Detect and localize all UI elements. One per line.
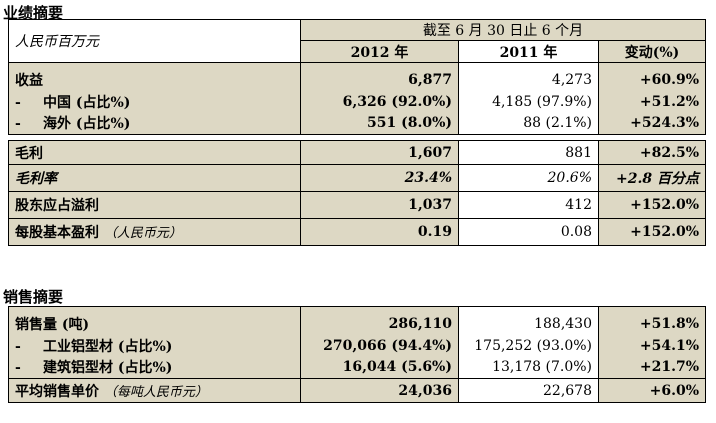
value-2012: 0.19	[300, 218, 459, 246]
row-label: - 中国 (占比%)	[8, 90, 301, 113]
table-row: 销售量 (吨) 286,110 188,430 +51.8%	[8, 312, 706, 335]
row-label-text: 海外 (占比%)	[43, 116, 131, 133]
value-change: +54.1%	[598, 334, 706, 357]
value-2012: 551 (8.0%)	[300, 112, 459, 135]
table-row: 收益 6,877 4,273 +60.9%	[8, 68, 706, 91]
table-row: 股东应占溢利 1,037 412 +152.0%	[8, 191, 706, 219]
value-change: +152.0%	[598, 191, 706, 219]
table-row: 毛利率 23.4% 20.6% +2.8 百分点	[8, 164, 706, 192]
row-label-text: 建筑铝型材 (占比%)	[43, 360, 173, 377]
row-label-text: 每股基本盈利	[15, 225, 99, 241]
value-2012: 286,110	[300, 312, 459, 335]
value-change: +60.9%	[598, 68, 706, 91]
row-label: 平均销售单价 （每吨人民币元）	[8, 378, 301, 403]
sales-title: 销售摘要	[3, 288, 64, 306]
row-label: 股东应占溢利	[8, 191, 301, 219]
col-header-change: 变动(%)	[598, 40, 706, 63]
row-prefix: -	[15, 116, 21, 133]
row-label: - 建筑铝型材 (占比%)	[8, 356, 301, 379]
summary-title: 业绩摘要	[3, 4, 64, 22]
row-label: 毛利率	[8, 164, 301, 192]
value-2011: 188,430	[458, 312, 599, 335]
table-row: 毛利 1,607 881 +82.5%	[8, 140, 706, 165]
value-change: +82.5%	[598, 140, 706, 165]
row-label: 销售量 (吨)	[8, 312, 301, 335]
value-2012: 24,036	[300, 378, 459, 403]
value-2012: 16,044 (5.6%)	[300, 356, 459, 379]
value-2012: 6,877	[300, 68, 459, 91]
row-label-text: 平均销售单价	[15, 383, 99, 400]
value-change: +21.7%	[598, 356, 706, 379]
table-row: 平均销售单价 （每吨人民币元） 24,036 22,678 +6.0%	[8, 378, 706, 403]
sales-summary-table: 销售量 (吨) 286,110 188,430 +51.8% - 工业铝型材 (占…	[8, 306, 706, 403]
row-unit-note: （每吨人民币元）	[103, 384, 208, 400]
table-row: - 建筑铝型材 (占比%) 16,044 (5.6%) 13,178 (7.0%)…	[8, 356, 706, 379]
value-2011: 88 (2.1%)	[458, 112, 599, 135]
value-2011: 0.08	[458, 218, 599, 246]
value-change: +51.8%	[598, 312, 706, 335]
row-label: 每股基本盈利 （人民币元）	[8, 218, 301, 246]
table-row: 每股基本盈利 （人民币元） 0.19 0.08 +152.0%	[8, 218, 706, 246]
value-2012: 6,326 (92.0%)	[300, 90, 459, 113]
value-2011: 22,678	[458, 378, 599, 403]
col-header-2011: 2011 年	[458, 40, 599, 63]
table-row: - 中国 (占比%) 6,326 (92.0%) 4,185 (97.9%) +5…	[8, 90, 706, 113]
row-unit-note: （人民币元）	[103, 226, 182, 241]
value-change: +2.8 百分点	[598, 164, 706, 192]
unit-label: 人民币百万元	[8, 19, 301, 63]
results-summary-table: 人民币百万元 截至 6 月 30 日止 6 个月 2012 年 2011 年 变…	[8, 19, 706, 246]
value-2011: 4,273	[458, 68, 599, 91]
row-label-text: 中国 (占比%)	[43, 94, 131, 111]
table-row: - 工业铝型材 (占比%) 270,066 (94.4%) 175,252 (93…	[8, 334, 706, 357]
row-prefix: -	[15, 94, 21, 111]
row-prefix: -	[15, 360, 21, 377]
value-2011: 4,185 (97.9%)	[458, 90, 599, 113]
value-2011: 13,178 (7.0%)	[458, 356, 599, 379]
row-label: 毛利	[8, 140, 301, 165]
value-change: +524.3%	[598, 112, 706, 135]
value-2011: 175,252 (93.0%)	[458, 334, 599, 357]
value-2012: 1,037	[300, 191, 459, 219]
row-label: 收益	[8, 68, 301, 91]
value-2011: 412	[458, 191, 599, 219]
value-2012: 23.4%	[300, 164, 459, 192]
value-2012: 270,066 (94.4%)	[300, 334, 459, 357]
period-header: 截至 6 月 30 日止 6 个月	[300, 19, 706, 41]
col-header-2012: 2012 年	[300, 40, 459, 63]
row-label: - 海外 (占比%)	[8, 112, 301, 135]
value-2012: 1,607	[300, 140, 459, 165]
row-label: - 工业铝型材 (占比%)	[8, 334, 301, 357]
value-change: +6.0%	[598, 378, 706, 403]
row-label-text: 工业铝型材 (占比%)	[43, 338, 173, 355]
value-2011: 20.6%	[458, 164, 599, 192]
value-change: +51.2%	[598, 90, 706, 113]
value-change: +152.0%	[598, 218, 706, 246]
row-prefix: -	[15, 338, 21, 355]
table-row: - 海外 (占比%) 551 (8.0%) 88 (2.1%) +524.3%	[8, 112, 706, 135]
value-2011: 881	[458, 140, 599, 165]
